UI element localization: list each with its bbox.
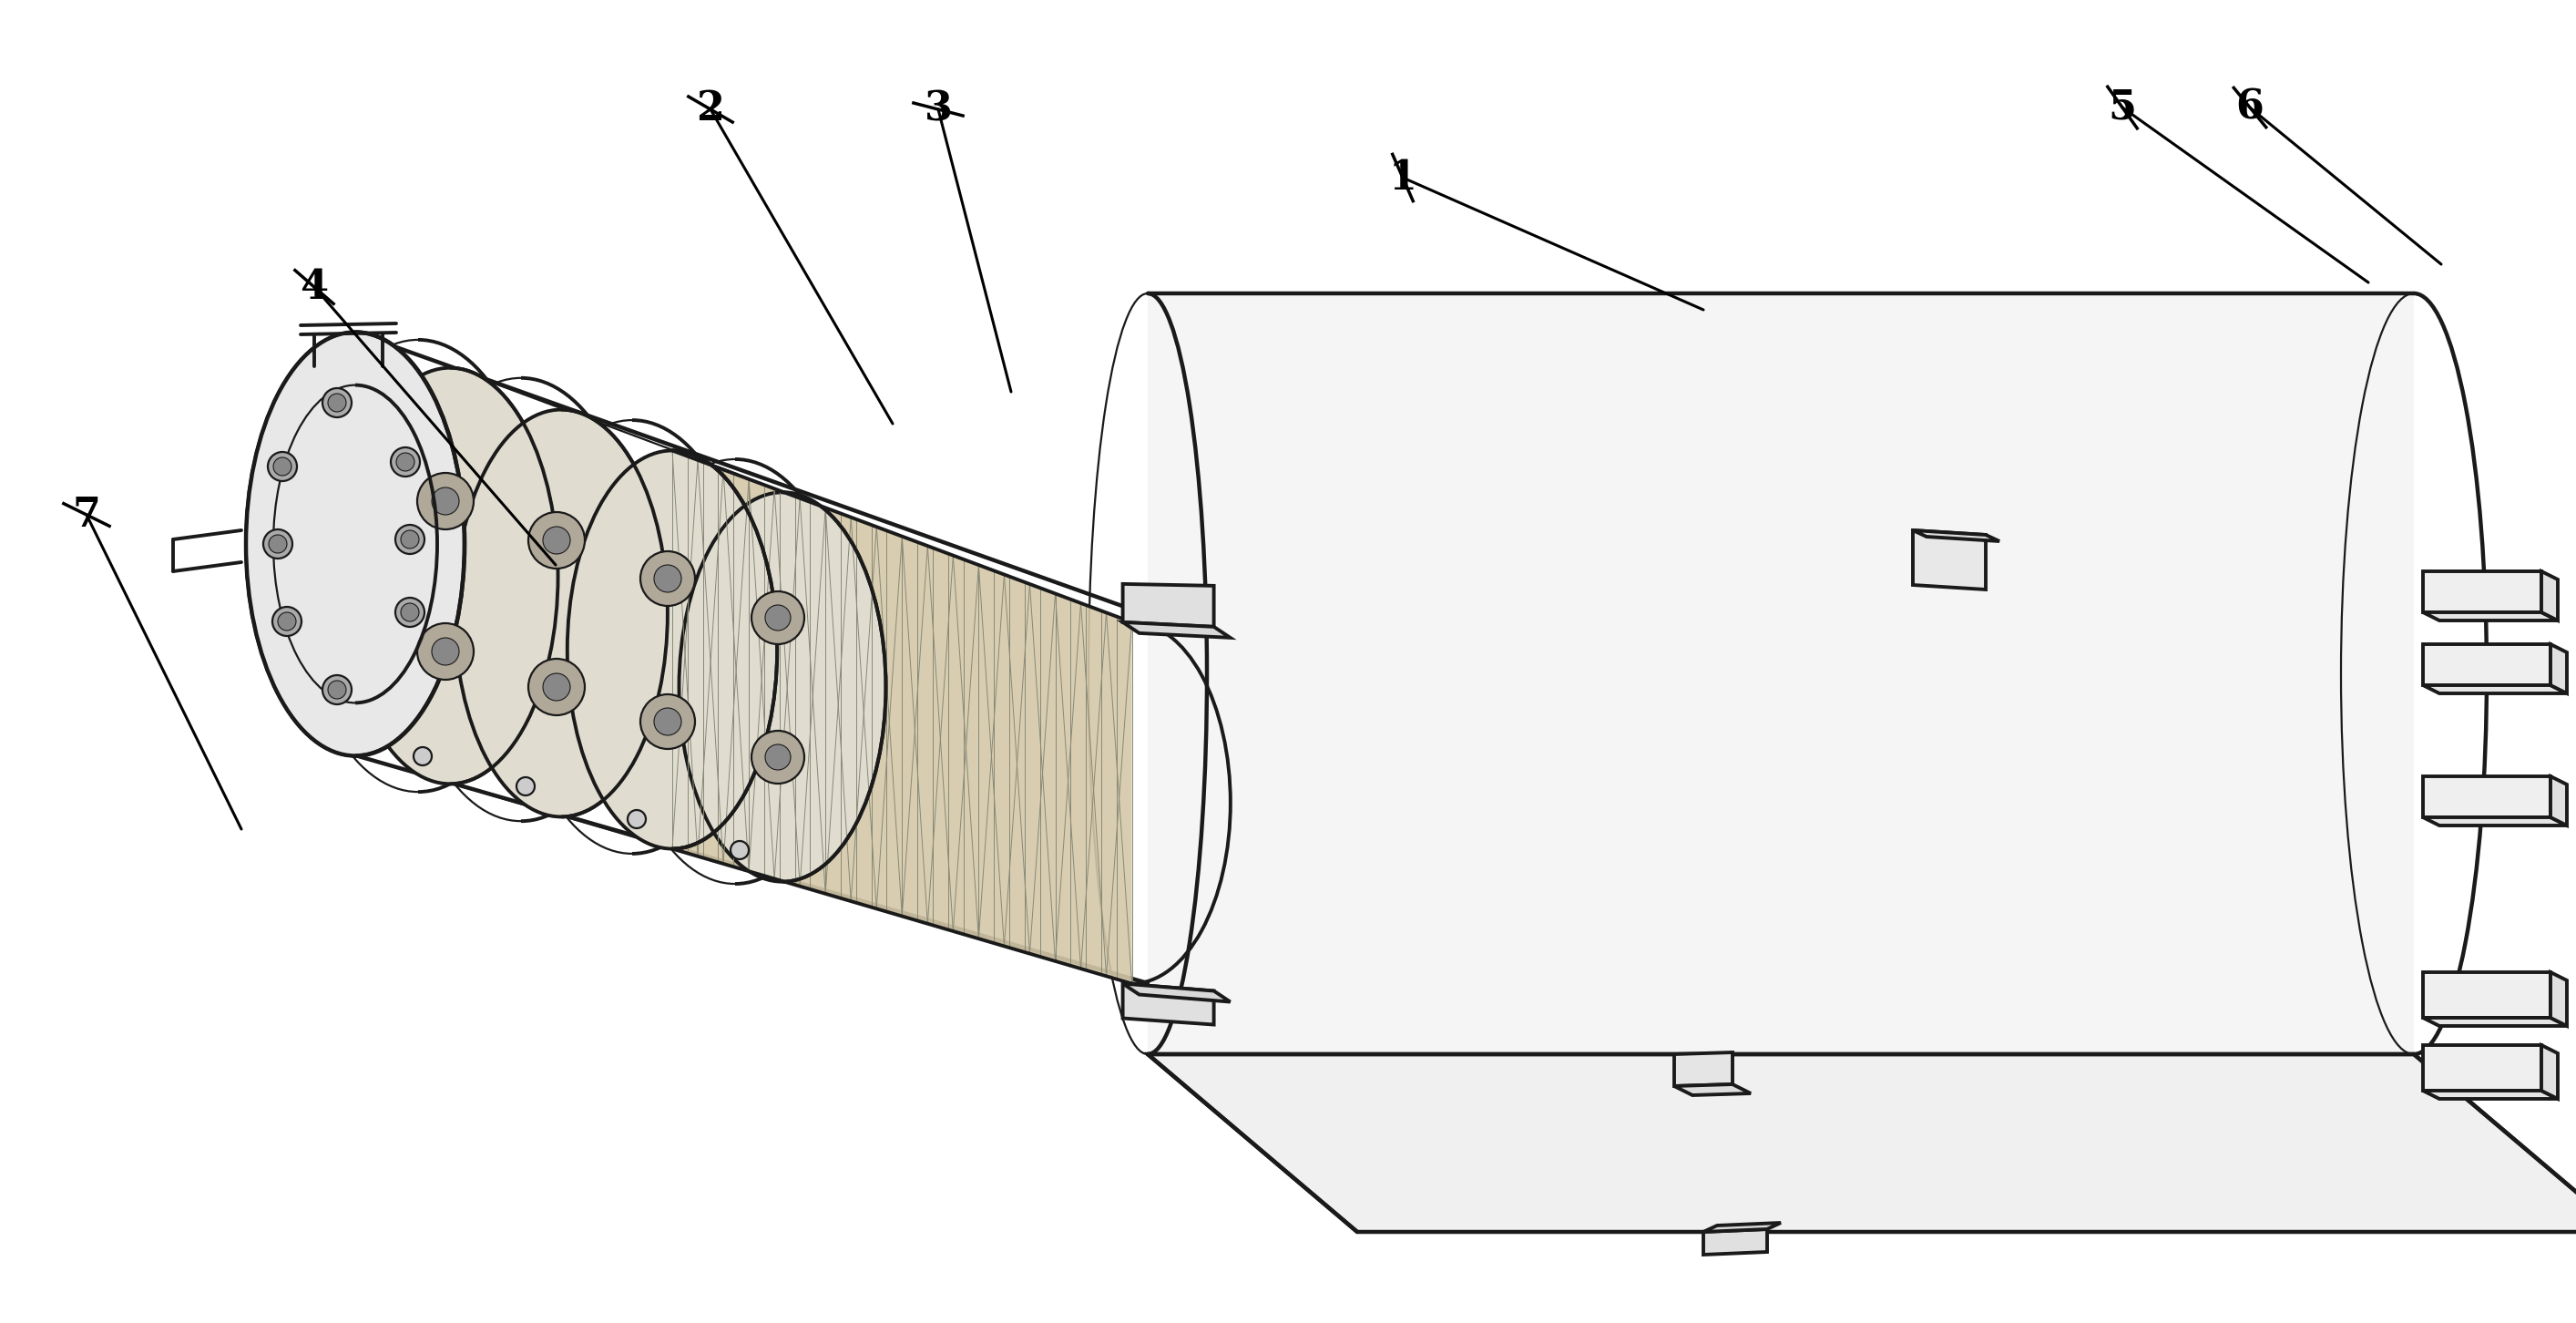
Circle shape	[629, 810, 647, 828]
Circle shape	[392, 447, 420, 476]
Circle shape	[515, 777, 536, 795]
Circle shape	[322, 388, 350, 417]
Polygon shape	[2550, 644, 2566, 693]
Text: 7: 7	[72, 495, 100, 534]
Circle shape	[268, 534, 286, 553]
Circle shape	[273, 458, 291, 476]
Circle shape	[327, 394, 345, 411]
Polygon shape	[2424, 1045, 2543, 1090]
Polygon shape	[1914, 531, 1986, 590]
Polygon shape	[2424, 644, 2550, 685]
Circle shape	[654, 708, 680, 736]
Polygon shape	[2424, 972, 2550, 1017]
Circle shape	[402, 531, 420, 549]
Circle shape	[641, 695, 696, 749]
Circle shape	[268, 452, 296, 482]
Polygon shape	[1703, 1222, 1780, 1232]
Text: 3: 3	[925, 90, 953, 128]
Polygon shape	[1123, 583, 1213, 627]
Circle shape	[641, 552, 696, 606]
Polygon shape	[2424, 613, 2558, 620]
Ellipse shape	[245, 332, 464, 755]
Circle shape	[415, 747, 433, 766]
Polygon shape	[1149, 1054, 2576, 1232]
Circle shape	[752, 591, 804, 644]
Polygon shape	[2424, 818, 2566, 826]
Circle shape	[752, 730, 804, 783]
Polygon shape	[2543, 572, 2558, 620]
Text: 5: 5	[2107, 87, 2136, 127]
Circle shape	[528, 659, 585, 716]
Polygon shape	[2550, 777, 2566, 826]
Polygon shape	[1123, 983, 1213, 1024]
Circle shape	[278, 613, 296, 631]
Text: 6: 6	[2236, 87, 2264, 127]
Ellipse shape	[453, 410, 667, 816]
Circle shape	[544, 527, 569, 554]
Circle shape	[417, 623, 474, 680]
Circle shape	[417, 472, 474, 529]
Text: 2: 2	[696, 90, 724, 128]
Text: 1: 1	[1388, 157, 1417, 197]
Polygon shape	[2424, 572, 2543, 613]
Circle shape	[433, 487, 459, 515]
Polygon shape	[672, 451, 1131, 983]
Circle shape	[397, 452, 415, 471]
Circle shape	[263, 529, 294, 558]
Circle shape	[322, 675, 350, 704]
Circle shape	[394, 525, 425, 554]
Polygon shape	[2543, 1045, 2558, 1099]
Circle shape	[528, 512, 585, 569]
Polygon shape	[2550, 972, 2566, 1025]
Circle shape	[433, 638, 459, 665]
Circle shape	[327, 680, 345, 699]
Circle shape	[394, 598, 425, 627]
Polygon shape	[1674, 1052, 1734, 1086]
Polygon shape	[1674, 1085, 1752, 1095]
Ellipse shape	[567, 451, 778, 849]
Polygon shape	[2424, 1017, 2566, 1025]
Polygon shape	[1123, 983, 1231, 1002]
Polygon shape	[2424, 1090, 2558, 1099]
Ellipse shape	[343, 368, 559, 785]
Circle shape	[544, 673, 569, 701]
Circle shape	[765, 605, 791, 631]
Polygon shape	[1703, 1229, 1767, 1254]
Circle shape	[732, 841, 750, 859]
Circle shape	[273, 607, 301, 636]
Ellipse shape	[680, 492, 886, 881]
Circle shape	[402, 603, 420, 622]
Polygon shape	[2424, 777, 2550, 818]
Polygon shape	[1149, 294, 2414, 1054]
Text: 4: 4	[299, 267, 327, 307]
Polygon shape	[1123, 622, 1231, 638]
Circle shape	[765, 745, 791, 770]
Polygon shape	[2424, 685, 2566, 693]
Circle shape	[654, 565, 680, 593]
Polygon shape	[1914, 531, 1999, 541]
